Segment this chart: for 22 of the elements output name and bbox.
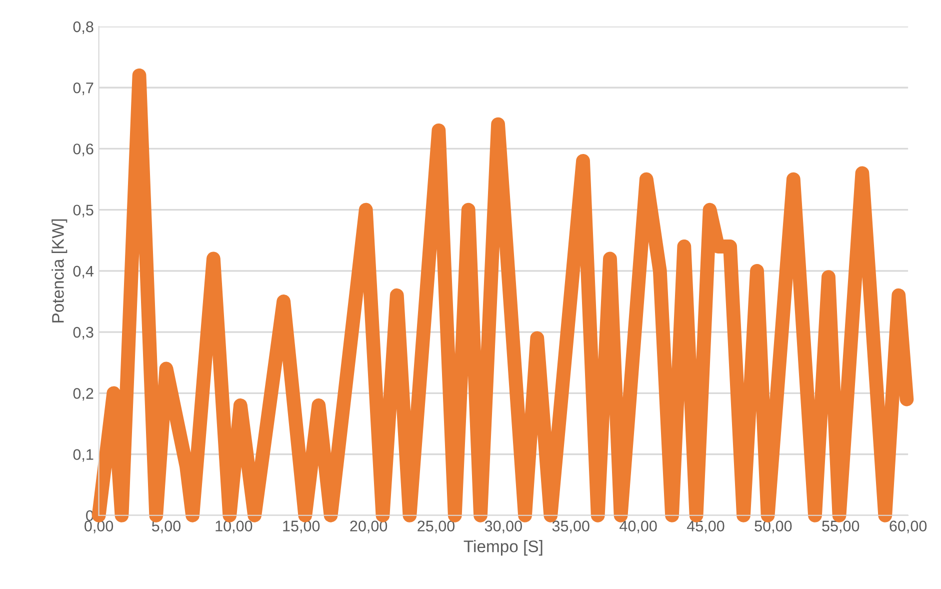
x-tick-label: 60,00 [890, 520, 927, 534]
y-tick-label: 0,4 [73, 266, 94, 278]
y-tick-label: 0,7 [73, 82, 94, 96]
y-axis-title: Potencia [KW] [52, 219, 68, 322]
y-tick-label: 0,2 [73, 388, 94, 401]
x-tick-label: 40,00 [620, 520, 657, 534]
x-tick-label: 20,00 [350, 520, 388, 534]
x-tick-label: 15,00 [283, 520, 320, 534]
x-tick-label: 25,00 [418, 520, 455, 534]
y-tick-label: 0,6 [73, 144, 94, 156]
x-tick-label: 55,00 [822, 520, 860, 534]
x-tick-label: 0,00 [84, 520, 114, 534]
y-tick-label: 0,8 [73, 21, 94, 34]
x-tick-label: 30,00 [484, 520, 522, 534]
y-tick-label: 0,3 [73, 326, 94, 340]
y-tick-label: 0,5 [73, 204, 94, 218]
x-tick-label: 50,00 [754, 520, 792, 534]
x-axis-title: Tiempo [S] [464, 540, 542, 556]
y-tick-label: 0,1 [73, 449, 94, 462]
x-tick-label: 35,00 [552, 520, 590, 534]
x-tick-label: 10,00 [216, 520, 252, 534]
x-tick-label: 45,00 [686, 520, 724, 534]
